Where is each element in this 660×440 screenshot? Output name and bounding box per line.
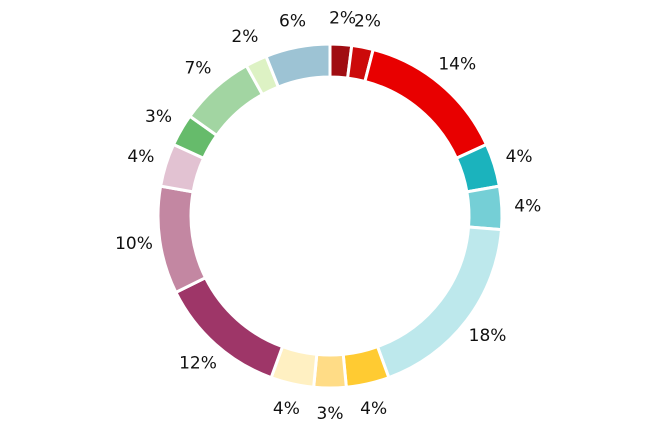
data-label: 2%	[354, 12, 381, 32]
data-label: 10%	[115, 234, 153, 254]
data-label: 3%	[317, 404, 344, 424]
data-label: 14%	[438, 54, 476, 74]
data-label: 4%	[360, 399, 387, 419]
donut-slice	[264, 42, 332, 89]
donut-slice	[375, 225, 504, 380]
data-label: 12%	[179, 354, 217, 374]
data-label: 4%	[514, 197, 541, 217]
donut-slice	[465, 184, 504, 232]
data-label: 6%	[279, 12, 306, 32]
data-label: 18%	[469, 326, 507, 346]
data-label: 3%	[145, 107, 172, 127]
data-label: 2%	[231, 27, 258, 47]
donut-slice	[156, 184, 208, 295]
data-label: 4%	[273, 399, 300, 419]
data-label: 7%	[184, 58, 211, 78]
data-label: 4%	[506, 147, 533, 167]
donut-slice	[312, 352, 348, 390]
data-label: 2%	[329, 8, 356, 28]
data-label: 4%	[127, 147, 154, 167]
